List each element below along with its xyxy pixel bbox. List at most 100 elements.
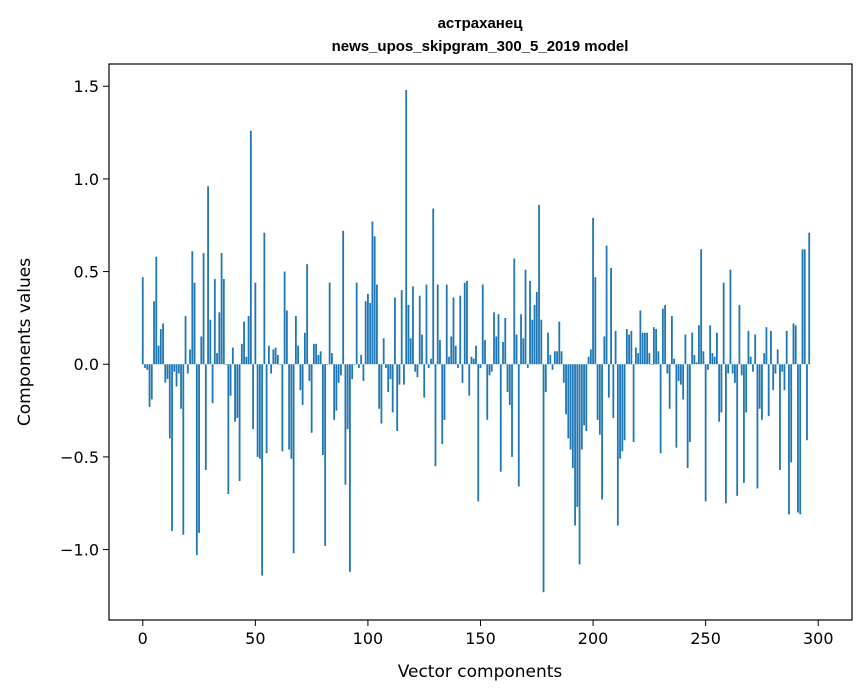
- bar-258: [722, 282, 725, 365]
- bar-146: [470, 356, 473, 365]
- bar-212: [619, 364, 621, 459]
- bar-131: [436, 284, 439, 365]
- bar-166: [515, 334, 518, 365]
- bar-97: [360, 354, 363, 365]
- bar-220: [637, 353, 640, 365]
- bar-141: [459, 295, 462, 365]
- bar-288: [790, 364, 793, 463]
- bar-93: [351, 364, 354, 380]
- bar-41: [234, 364, 236, 422]
- bar-121: [414, 364, 417, 372]
- bar-175: [535, 291, 538, 365]
- bar-257: [720, 364, 723, 413]
- bar-197: [585, 364, 588, 431]
- bar-215: [625, 329, 628, 365]
- bar-150: [479, 364, 482, 368]
- bar-249: [702, 351, 705, 365]
- bar-169: [522, 338, 525, 365]
- bar-58: [272, 349, 275, 365]
- bar-157: [495, 336, 498, 365]
- bar-73: [306, 264, 309, 365]
- bar-266: [740, 364, 743, 376]
- bar-252: [709, 325, 712, 365]
- bar-95: [355, 282, 358, 365]
- bar-280: [772, 364, 775, 391]
- bar-290: [794, 325, 797, 365]
- bar-60: [276, 354, 279, 365]
- bar-296: [808, 232, 811, 365]
- bar-274: [758, 364, 761, 409]
- bar-291: [797, 364, 799, 513]
- bar-81: [324, 364, 327, 546]
- bar-94: [353, 364, 356, 365]
- bar-25: [198, 364, 200, 533]
- bar-87: [337, 364, 340, 383]
- bar-55: [265, 364, 268, 454]
- bar-79: [319, 351, 322, 365]
- bar-16: [177, 364, 180, 374]
- bar-59: [274, 347, 277, 365]
- bar-120: [412, 286, 414, 365]
- bar-185: [558, 321, 561, 365]
- bar-110: [389, 364, 392, 380]
- bar-133: [441, 364, 444, 444]
- bar-72: [303, 332, 306, 365]
- bar-162: [506, 364, 509, 393]
- x-axis-label: Vector components: [398, 662, 563, 682]
- x-tick-label: 0: [138, 629, 148, 648]
- bar-219: [634, 347, 637, 365]
- bar-0: [141, 277, 144, 365]
- bar-54: [263, 232, 266, 365]
- bar-208: [610, 267, 612, 365]
- bar-221: [639, 310, 642, 365]
- y-axis-ticks: 1.5 1.0 0.5 0.0 −0.5 −1.0: [60, 77, 109, 560]
- bar-181: [549, 354, 552, 365]
- bar-76: [312, 343, 315, 365]
- bar-187: [562, 364, 565, 383]
- chart-subtitle: news_upos_skipgram_300_5_2019 model: [332, 38, 629, 55]
- bar-188: [565, 364, 567, 415]
- bar-33: [216, 353, 218, 365]
- bar-247: [698, 325, 700, 365]
- bar-96: [358, 364, 360, 368]
- bar-200: [592, 217, 594, 365]
- bar-199: [589, 349, 592, 365]
- bar-206: [605, 245, 608, 365]
- bar-35: [220, 253, 223, 365]
- bar-74: [308, 364, 311, 381]
- bar-53: [261, 364, 263, 576]
- bar-138: [452, 297, 455, 365]
- bar-224: [646, 332, 649, 365]
- bar-228: [655, 329, 658, 365]
- bar-171: [526, 364, 529, 368]
- bar-178: [542, 364, 545, 593]
- bar-50: [254, 282, 257, 365]
- bar-63: [283, 271, 286, 365]
- bar-104: [376, 284, 378, 365]
- bar-225: [648, 353, 651, 365]
- bar-161: [504, 317, 507, 365]
- bar-217: [630, 330, 633, 365]
- bar-294: [803, 249, 806, 365]
- bar-123: [418, 295, 421, 365]
- bar-37: [225, 364, 227, 365]
- bar-276: [763, 353, 766, 365]
- bar-183: [553, 351, 556, 365]
- bar-34: [218, 312, 221, 365]
- bar-42: [236, 364, 239, 418]
- bar-295: [806, 364, 808, 441]
- bar-23: [193, 282, 196, 365]
- bar-282: [776, 349, 779, 365]
- bar-57: [270, 364, 273, 374]
- bar-114: [398, 364, 401, 385]
- x-tick-label: 100: [353, 629, 384, 648]
- y-tick-label: −0.5: [60, 448, 99, 467]
- y-tick-label: 0.0: [74, 355, 99, 374]
- bar-64: [285, 310, 288, 365]
- bar-101: [369, 303, 372, 365]
- bar-170: [524, 269, 527, 365]
- bar-70: [299, 364, 302, 391]
- bar-243: [688, 364, 691, 443]
- bar-158: [497, 314, 500, 365]
- bar-29: [207, 186, 209, 365]
